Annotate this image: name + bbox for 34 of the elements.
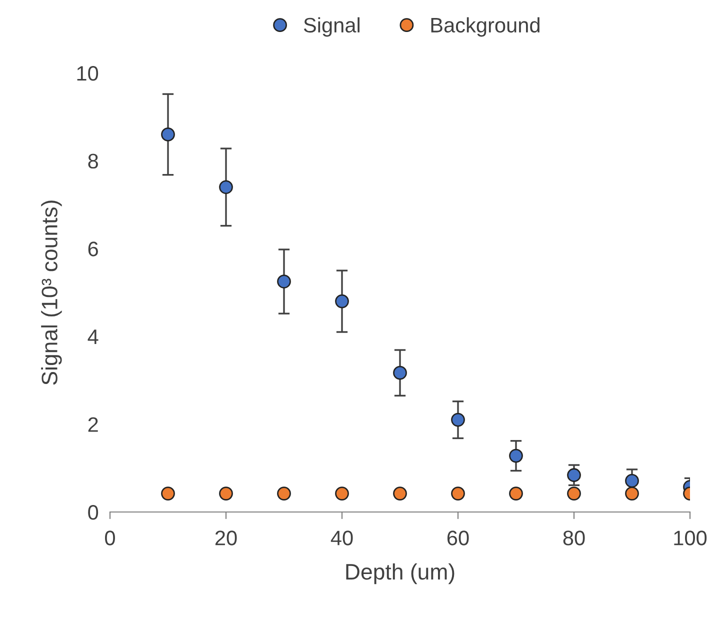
point xyxy=(451,412,465,427)
x-axis-title: Depth (um) xyxy=(346,563,454,584)
x-tick-label: 20 xyxy=(215,530,237,546)
x-tick-label: 80 xyxy=(563,530,585,546)
x-tick-label: 0 xyxy=(105,530,115,546)
y-tick-label: 8 xyxy=(88,154,98,169)
point xyxy=(393,366,407,380)
point xyxy=(335,486,349,501)
legend-label: Background xyxy=(431,17,540,37)
point xyxy=(567,486,581,501)
y-axis-title: Signal (10³ counts) xyxy=(41,200,62,385)
point xyxy=(625,486,639,501)
x-tick-label: 100 xyxy=(674,530,707,546)
y-tick-label: 0 xyxy=(88,505,98,520)
point xyxy=(161,486,175,501)
x-tick-label: 60 xyxy=(447,530,469,546)
point xyxy=(277,274,291,288)
point xyxy=(219,486,233,501)
legend-label: Signal xyxy=(304,17,360,37)
y-tick-label: 4 xyxy=(88,330,98,344)
point xyxy=(451,486,465,501)
point xyxy=(625,474,639,488)
point xyxy=(393,486,407,501)
point xyxy=(219,180,233,194)
point xyxy=(509,448,523,463)
point xyxy=(335,294,349,308)
y-tick-label: 6 xyxy=(88,242,98,256)
point xyxy=(509,486,523,501)
point xyxy=(161,128,175,142)
point xyxy=(567,468,581,482)
x-tick-label: 40 xyxy=(330,530,353,546)
y-tick-label: 2 xyxy=(88,417,98,432)
y-tick-label: 10 xyxy=(77,66,98,81)
point xyxy=(277,486,291,501)
